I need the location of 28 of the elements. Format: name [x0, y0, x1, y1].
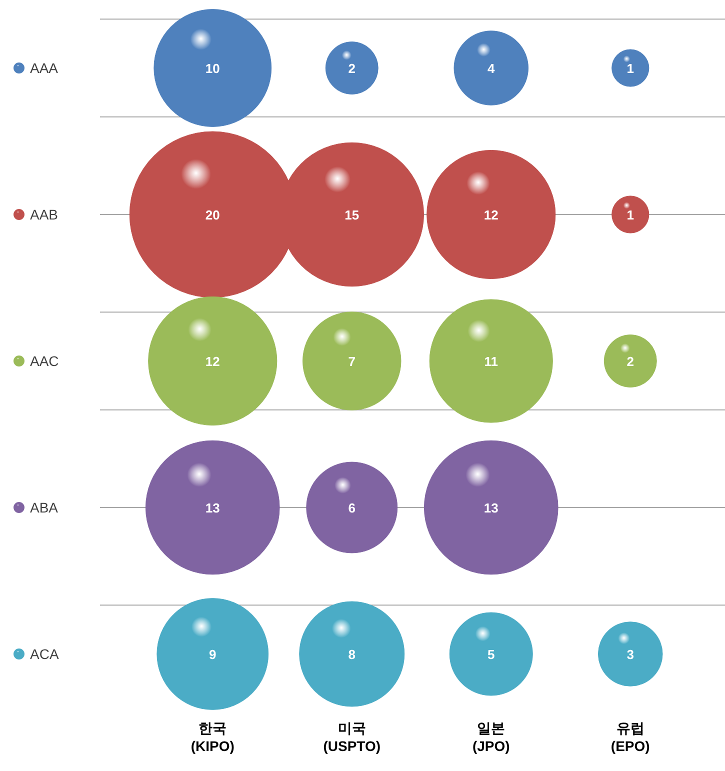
data-label: 8 — [348, 647, 356, 662]
x-tick-label: 한국 (KIPO) — [190, 720, 234, 754]
y-tick-label: ABA — [30, 500, 59, 516]
data-label: 12 — [205, 354, 220, 369]
y-tick-label: ACA — [30, 646, 60, 662]
data-label: 13 — [205, 500, 220, 516]
data-label: 7 — [348, 354, 356, 369]
y-tick-label: AAB — [30, 206, 58, 222]
data-label: 4 — [488, 61, 496, 76]
data-label: 11 — [484, 354, 498, 369]
y-tick-label: AAA — [30, 60, 59, 76]
x-tick-label: 일본 (JPO) — [472, 720, 510, 754]
data-label: 2 — [348, 61, 356, 76]
y-tick-label: AAC — [30, 353, 59, 369]
data-label: 1 — [626, 61, 634, 76]
data-label: 5 — [488, 647, 495, 662]
data-label: 20 — [205, 208, 220, 222]
data-label: 13 — [484, 500, 498, 516]
data-label: 15 — [344, 208, 360, 222]
data-label: 9 — [209, 647, 216, 662]
data-label: 12 — [484, 208, 498, 222]
data-label: 10 — [205, 61, 220, 76]
data-label: 1 — [626, 208, 634, 222]
x-tick-label: 미국 (USPTO) — [323, 720, 381, 754]
data-label: 2 — [626, 354, 634, 369]
x-tick-label: 유럽 (EPO) — [610, 720, 650, 754]
data-label: 3 — [626, 647, 634, 662]
data-label: 6 — [348, 500, 356, 516]
